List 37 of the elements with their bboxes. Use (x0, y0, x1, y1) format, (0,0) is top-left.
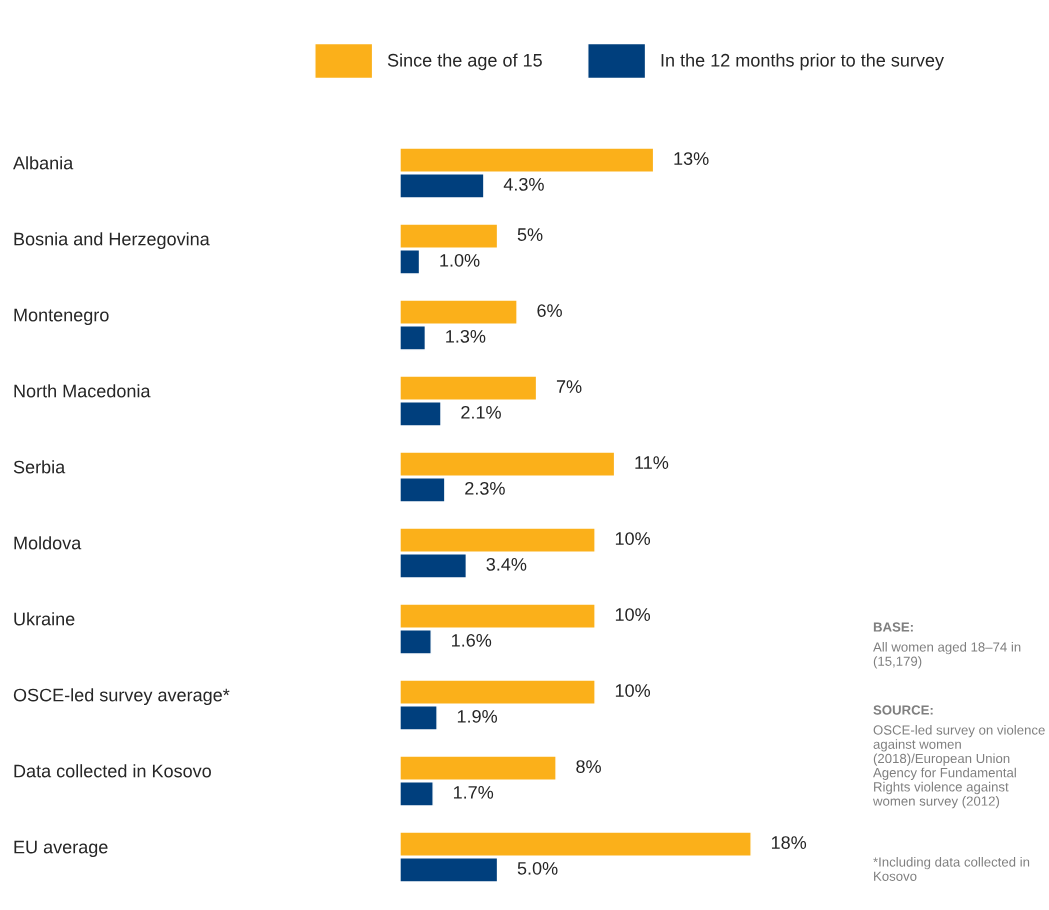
data-label: 10% (615, 608, 651, 621)
data-label: 3.4% (486, 557, 527, 571)
text: *Including data collected in Kosovo (873, 857, 1030, 881)
y-tick-label: Albania (13, 156, 74, 170)
data-label: 5.0% (517, 861, 558, 875)
data-label: 6% (537, 304, 562, 317)
source-note: SOURCE: (873, 705, 933, 715)
legend-label: Since the age of 15 (387, 53, 542, 71)
data-label: 8% (576, 760, 601, 773)
data-label: 1.3% (446, 329, 486, 343)
data-label: 1.6% (452, 633, 492, 647)
data-label: 5% (517, 228, 543, 241)
data-label: 2.1% (461, 405, 501, 419)
data-label: 4.3% (503, 177, 544, 191)
data-label: 1.7% (453, 786, 494, 799)
y-tick-label: Montenegro (14, 308, 109, 325)
data-label: 7% (556, 380, 582, 393)
y-tick-label: Moldova (14, 536, 82, 550)
data-label: 18% (771, 836, 807, 849)
data-label: 1.0% (440, 253, 480, 267)
data-label: 1.9% (457, 709, 498, 723)
y-tick-label: North Macedonia (14, 384, 151, 398)
y-tick-label: Data collected in Kosovo (14, 764, 211, 778)
y-tick-label: Serbia (13, 460, 66, 474)
y-tick-label: EU average (14, 840, 108, 857)
text: BASE: (873, 622, 913, 632)
data-label: 10% (615, 684, 651, 697)
data-label: 11% (635, 456, 669, 469)
y-tick-label: Bosnia and Herzegovina (14, 232, 210, 249)
y-tick-label: OSCE-led survey average* (13, 688, 230, 705)
text: All women aged 18–74 in (15,179) (873, 642, 1021, 669)
text: OSCE-led survey on violence against women (2018)/European Union Agency for Fundamental Rights violence against women survey (2012) (872, 725, 1045, 809)
data-label: 13% (674, 152, 709, 165)
data-label: 10% (615, 532, 651, 545)
y-tick-label: Ukraine (14, 612, 75, 626)
legend-label: In the 12 months prior to the survey (661, 53, 944, 71)
data-label: 2.3% (465, 481, 505, 495)
